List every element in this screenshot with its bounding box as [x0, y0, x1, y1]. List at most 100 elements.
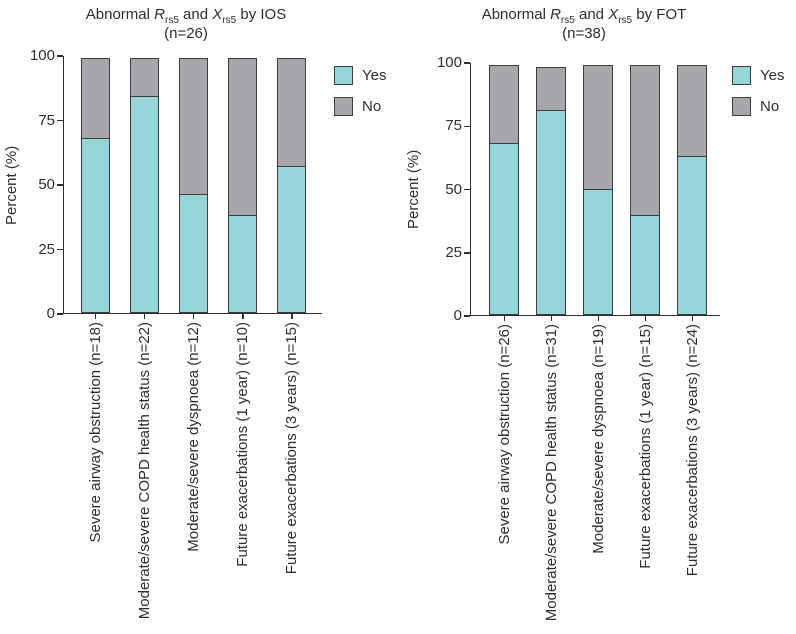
y-tick-label: 50 — [445, 180, 462, 198]
chart-subtitle: (n=38) — [562, 25, 606, 42]
legend-swatch-no-icon — [732, 97, 751, 116]
x-category-label: Future exacerbations (1 year) (n=15) — [637, 324, 655, 569]
bar-segment-no — [488, 64, 519, 143]
y-tick-mark — [57, 55, 63, 57]
title-text: by IOS — [236, 6, 287, 23]
title-x-symbol: X — [608, 6, 619, 23]
title-r-subscript: rs5 — [560, 15, 575, 26]
y-tick-mark — [464, 62, 470, 64]
x-category-label: Future exacerbations (3 years) (n=15) — [283, 322, 301, 575]
chart-panel-fot: Abnormal Rrs5 and Xrs5 by FOT (n=38) Per… — [398, 0, 796, 634]
chart-panel-ios: Abnormal Rrs5 and Xrs5 by IOS (n=26) Per… — [0, 5, 386, 620]
bar-segment-no — [583, 64, 613, 189]
y-tick-mark — [57, 184, 63, 186]
y-tick-mark — [464, 188, 470, 191]
legend-swatch-yes-icon — [334, 66, 353, 85]
chart-subtitle: (n=26) — [164, 25, 208, 42]
title-text: Abnormal — [481, 6, 551, 23]
legend-item-yes: Yes — [334, 66, 386, 85]
x-tick-mark — [94, 314, 97, 319]
legend-label-yes: Yes — [760, 67, 785, 84]
y-tick-mark — [464, 252, 470, 254]
bar-segment-yes — [276, 165, 306, 313]
y-tick-mark — [57, 313, 63, 315]
chart-title: Abnormal Rrs5 and Xrs5 by IOS — [0, 5, 372, 30]
x-category-label: Severe airway obstruction (n=18) — [87, 322, 104, 543]
legend: Yes No — [732, 66, 784, 116]
legend-item-yes: Yes — [732, 66, 784, 85]
stacked-bar — [227, 57, 257, 313]
plot-area — [470, 63, 720, 316]
bar-segment-no — [276, 57, 306, 166]
y-tick-mark — [57, 119, 63, 122]
title-r-symbol: R — [154, 6, 165, 23]
x-category-label: Severe airway obstruction (n=26) — [495, 324, 513, 545]
bar-segment-no — [129, 57, 159, 97]
bar-segment-yes — [178, 194, 208, 313]
title-x-subscript: rs5 — [618, 15, 633, 26]
stacked-bar — [535, 67, 566, 315]
legend-swatch-no-icon — [334, 97, 353, 116]
bar-segment-no — [677, 64, 708, 156]
stacked-bar — [583, 64, 613, 315]
y-tick-mark — [57, 248, 63, 251]
x-tick-mark — [503, 316, 506, 321]
y-tick-label: 100 — [29, 47, 55, 64]
legend: Yes No — [334, 66, 386, 116]
bar-segment-yes — [630, 215, 661, 315]
x-category-label: Moderate/severe COPD health status (n=22… — [136, 322, 154, 620]
legend-item-no: No — [732, 97, 784, 116]
y-tick-label: 0 — [453, 307, 462, 324]
x-tick-mark — [242, 314, 244, 319]
bar-segment-no — [80, 57, 110, 138]
x-category-label: Moderate/severe dyspnoea (n=19) — [590, 324, 607, 554]
bar-segment-no — [227, 57, 257, 215]
y-tick-label: 75 — [38, 111, 55, 129]
y-tick-label: 25 — [445, 243, 462, 261]
plot-area — [63, 56, 322, 314]
stacked-bar — [488, 64, 519, 315]
title-text: by FOT — [632, 6, 687, 23]
bar-segment-yes — [227, 214, 257, 313]
stacked-bar — [178, 57, 208, 313]
y-tick-label: 75 — [445, 117, 462, 135]
title-x-subscript: rs5 — [222, 15, 237, 26]
title-text: Abnormal — [85, 6, 155, 23]
legend-item-no: No — [334, 97, 386, 116]
bar-segment-no — [535, 67, 566, 111]
legend-swatch-yes-icon — [732, 66, 751, 85]
title-r-symbol: R — [550, 6, 561, 23]
x-tick-mark — [597, 316, 600, 321]
bar-segment-yes — [583, 188, 613, 315]
y-tick-label: 25 — [38, 240, 55, 258]
bar-segment-yes — [80, 137, 110, 313]
title-r-subscript: rs5 — [164, 15, 179, 26]
title-text: and — [178, 6, 213, 23]
bar-segment-yes — [535, 110, 566, 315]
x-category-label: Future exacerbations (3 years) (n=24) — [684, 324, 702, 577]
bar-segment-no — [178, 57, 208, 195]
x-tick-mark — [192, 314, 195, 319]
x-tick-mark — [143, 314, 146, 319]
stacked-bar — [129, 57, 159, 313]
x-category-label: Future exacerbations (1 year) (n=10) — [234, 322, 252, 567]
title-text: and — [574, 6, 609, 23]
stacked-bar — [276, 57, 306, 313]
legend-label-yes: Yes — [362, 67, 387, 84]
chart-title: Abnormal Rrs5 and Xrs5 by FOT — [398, 5, 770, 30]
y-tick-label: 0 — [46, 305, 55, 322]
legend-label-no: No — [760, 98, 780, 115]
x-category-label: Moderate/severe dyspnoea (n=12) — [185, 322, 203, 552]
title-x-symbol: X — [212, 6, 223, 23]
bar-segment-no — [630, 64, 661, 216]
bar-segment-yes — [129, 96, 159, 313]
stacked-bar — [630, 64, 661, 315]
x-tick-mark — [550, 316, 553, 321]
x-tick-mark — [691, 316, 694, 321]
y-tick-label: 50 — [38, 176, 55, 193]
x-category-label: Moderate/severe COPD health status (n=31… — [542, 324, 560, 622]
y-tick-label: 100 — [436, 54, 462, 71]
y-tick-mark — [464, 125, 470, 127]
legend-label-no: No — [362, 98, 382, 115]
